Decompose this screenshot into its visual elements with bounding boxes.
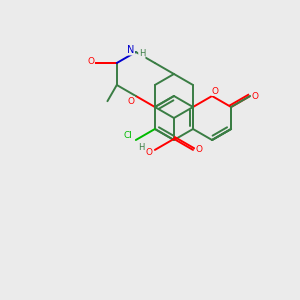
- Text: O: O: [88, 56, 94, 65]
- Text: Cl: Cl: [123, 131, 132, 140]
- Text: N: N: [127, 45, 134, 55]
- Text: O: O: [146, 148, 152, 158]
- Text: O: O: [127, 97, 134, 106]
- Text: O: O: [212, 86, 219, 95]
- Text: O: O: [196, 146, 202, 154]
- Text: H: H: [139, 50, 145, 58]
- Text: O: O: [252, 92, 259, 101]
- Text: H: H: [138, 143, 144, 152]
